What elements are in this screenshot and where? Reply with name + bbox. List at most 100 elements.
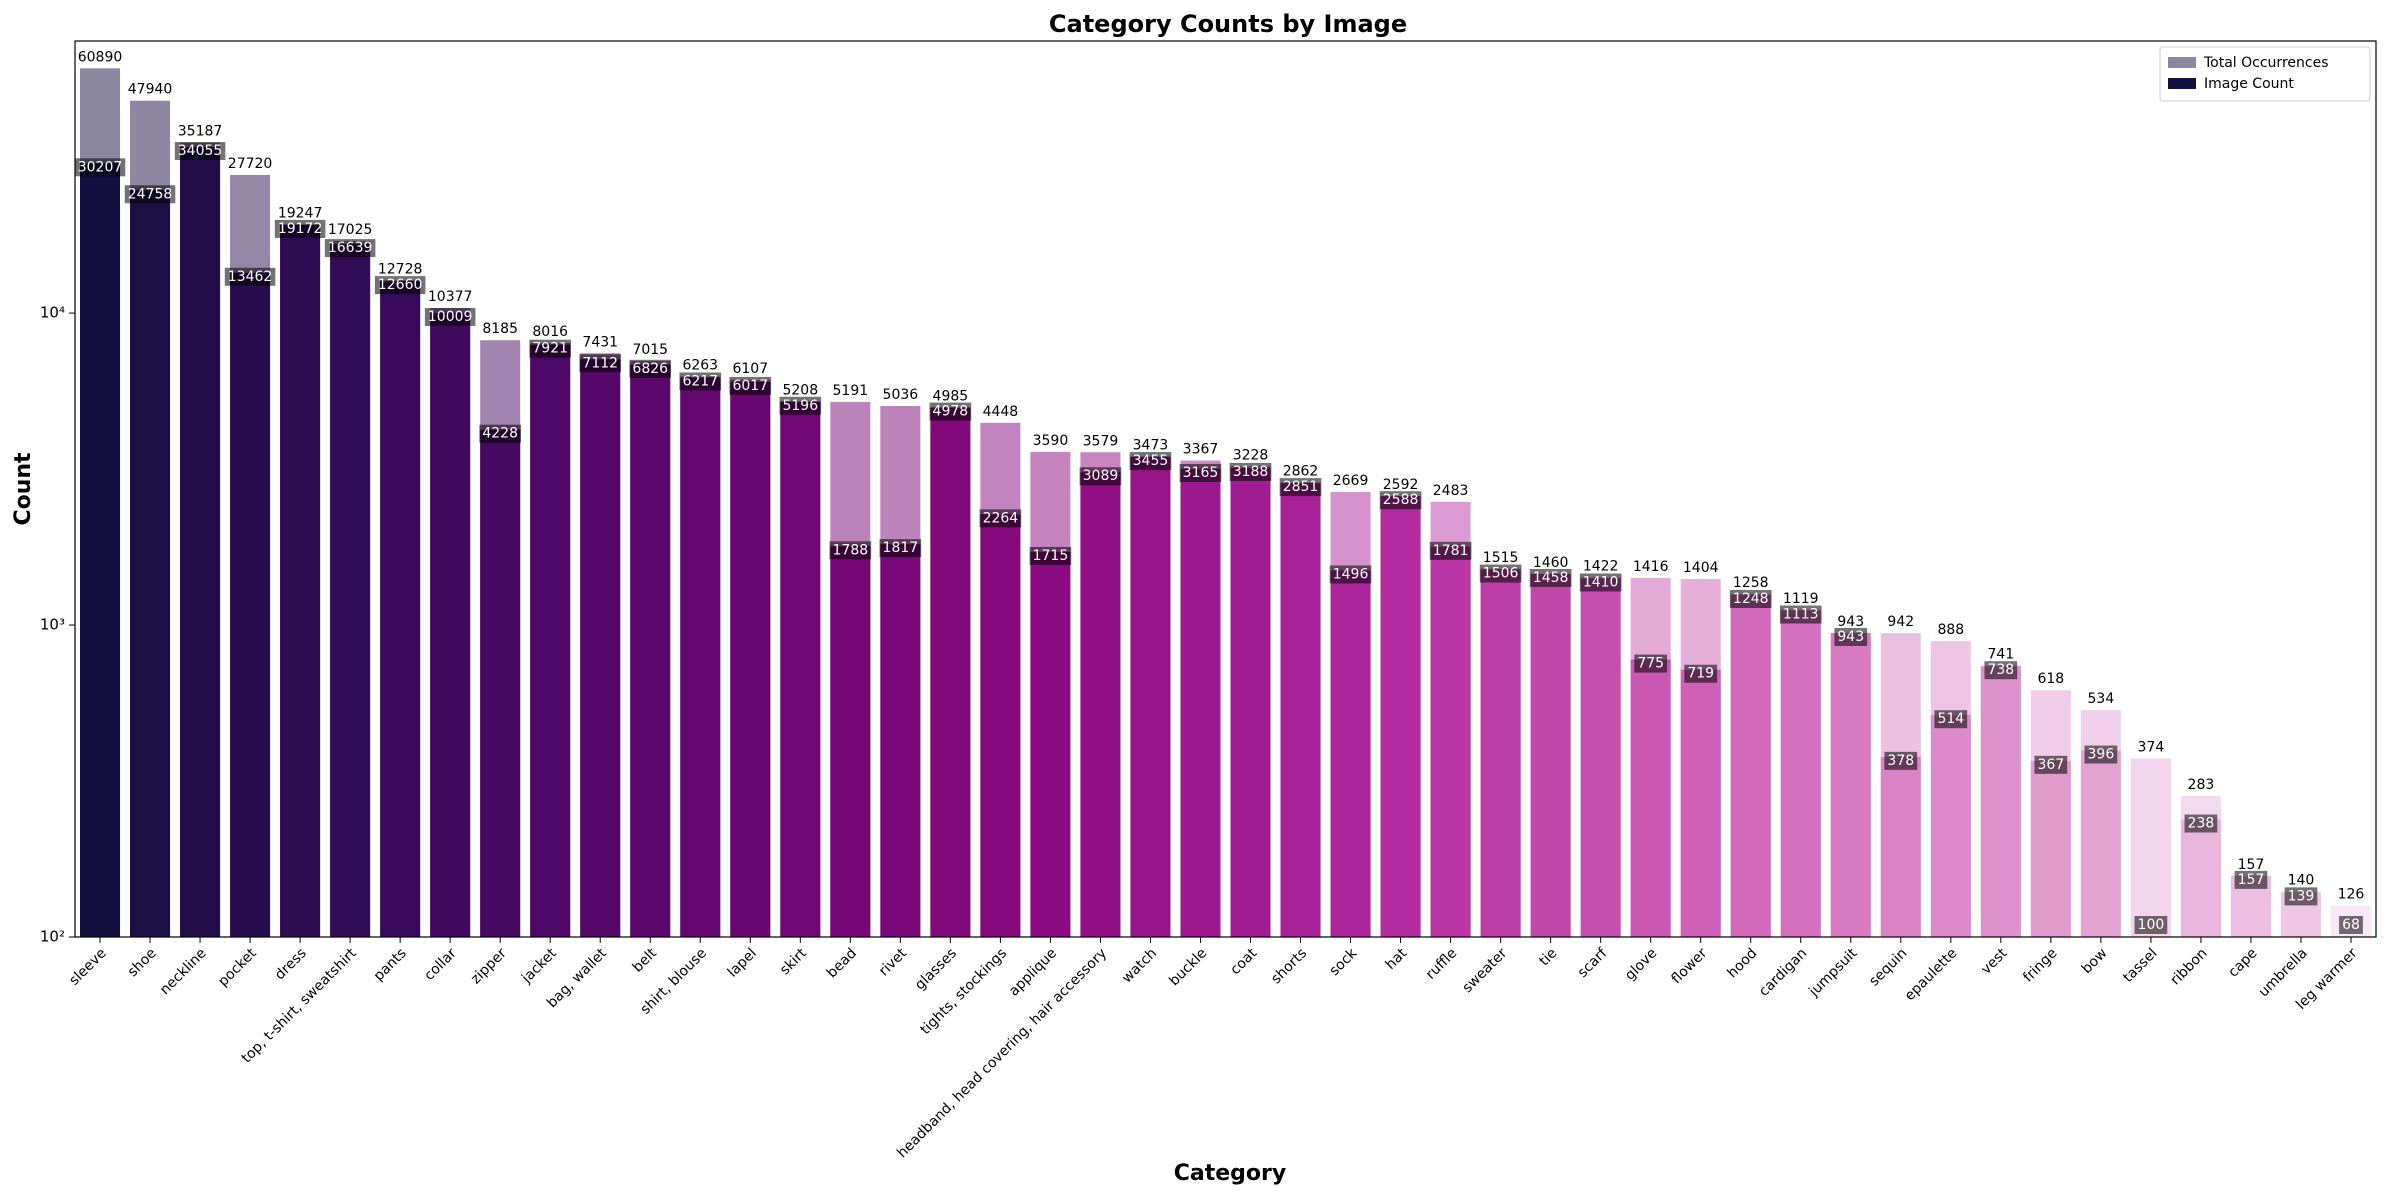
label-box [2284, 887, 2318, 906]
total-label: 374 [2138, 739, 2165, 755]
total-label: 1460 [1533, 555, 1569, 571]
total-label: 888 [1937, 622, 1964, 638]
chart-title: Category Counts by Image [1049, 10, 1407, 38]
label-box [1634, 654, 1668, 673]
image-label-group: 3455 [1129, 452, 1172, 471]
label-box [1479, 564, 1522, 583]
total-label: 126 [2338, 887, 2365, 903]
image-label-group: 367 [2034, 755, 2068, 774]
label-box [679, 372, 722, 391]
label-box [1029, 546, 1072, 565]
total-label: 6263 [682, 357, 718, 373]
label-box [779, 396, 822, 415]
total-label: 741 [1987, 647, 2014, 663]
image-label-group: 3089 [1079, 467, 1122, 486]
image-label: 7112 [582, 355, 618, 371]
image-bar [2030, 760, 2071, 937]
label-box [1329, 565, 1372, 584]
image-bar [1930, 715, 1971, 937]
x-tick-label: jacket [518, 945, 560, 987]
image-bar [1030, 551, 1071, 937]
image-bar [980, 514, 1021, 937]
total-label: 942 [1887, 614, 1914, 630]
x-tick-label: cape [2225, 945, 2260, 980]
image-label-group: 1410 [1579, 573, 1622, 592]
image-label: 100 [2138, 917, 2165, 933]
x-tick-label: pocket [215, 945, 260, 990]
image-label-group: 30207 [74, 158, 126, 177]
image-label: 16639 [328, 240, 373, 256]
image-bar [680, 377, 721, 938]
image-label: 2588 [1383, 492, 1419, 508]
image-bar [1780, 610, 1821, 937]
total-label: 4985 [933, 388, 969, 404]
image-bar [580, 359, 621, 937]
total-label: 3228 [1233, 447, 1269, 463]
image-bar [1980, 666, 2021, 937]
image-label-group: 738 [1984, 661, 2018, 680]
total-label: 5036 [883, 387, 919, 403]
image-bar [1330, 570, 1371, 937]
total-label: 35187 [178, 124, 223, 140]
image-label-group: 10009 [424, 307, 476, 326]
image-label: 3188 [1233, 464, 1269, 480]
x-tick-label: rivet [876, 945, 910, 979]
label-box [374, 276, 426, 295]
x-tick-label: fringe [2020, 945, 2060, 985]
label-box [1079, 467, 1122, 486]
legend-swatch [2168, 78, 2196, 89]
image-label-group: 5196 [779, 396, 822, 415]
label-box [879, 539, 922, 558]
total-label: 5191 [833, 383, 869, 399]
x-tick-label: cardigan [1756, 945, 1810, 999]
plot-frame [74, 40, 2377, 938]
label-box [74, 158, 126, 177]
label-box [529, 339, 572, 358]
x-tick-label: collar [421, 945, 460, 984]
image-bar [80, 163, 121, 937]
image-label-group: 396 [2084, 745, 2118, 764]
image-label-group: 12660 [374, 276, 426, 295]
total-label: 1515 [1483, 550, 1519, 566]
total-label: 618 [2037, 671, 2064, 687]
image-bar [1880, 756, 1921, 937]
image-label-group: 4978 [929, 402, 972, 421]
image-bar [830, 546, 871, 937]
image-label-group: 19172 [274, 219, 326, 238]
label-box [729, 376, 772, 395]
image-bar [1830, 632, 1871, 937]
label-box [1229, 462, 1272, 481]
label-box [1779, 605, 1822, 624]
image-label: 3455 [1133, 453, 1169, 469]
label-box [324, 239, 376, 258]
x-tick-label: bow [2079, 945, 2111, 977]
image-label-group: 157 [2234, 870, 2268, 889]
image-label: 6217 [682, 373, 718, 389]
image-label: 378 [1887, 753, 1914, 769]
total-label: 140 [2288, 872, 2315, 888]
x-tick-label: shoe [125, 945, 160, 980]
x-tick-label: glove [1622, 945, 1660, 983]
label-box [1529, 568, 1572, 587]
image-bar [280, 224, 321, 937]
label-box [2034, 755, 2068, 774]
total-label: 10377 [428, 289, 473, 305]
total-label: 2483 [1433, 483, 1469, 499]
image-label-group: 1506 [1479, 564, 1522, 583]
y-tick-label: 10² [40, 928, 65, 946]
total-label: 2592 [1383, 477, 1419, 493]
image-label: 1715 [1033, 548, 1069, 564]
label-box [1579, 573, 1622, 592]
x-tick-label: dress [272, 945, 310, 983]
label-box [2339, 916, 2363, 934]
image-bar [130, 190, 171, 938]
label-box [2084, 745, 2118, 764]
image-label: 1496 [1333, 566, 1369, 582]
total-label: 2862 [1283, 464, 1319, 480]
label-box [1934, 710, 1968, 729]
image-label: 1788 [833, 542, 869, 558]
image-label-group: 238 [2184, 814, 2218, 833]
x-tick-label: skirt [777, 945, 810, 978]
image-label: 2264 [983, 510, 1019, 526]
image-label: 139 [2288, 888, 2315, 904]
